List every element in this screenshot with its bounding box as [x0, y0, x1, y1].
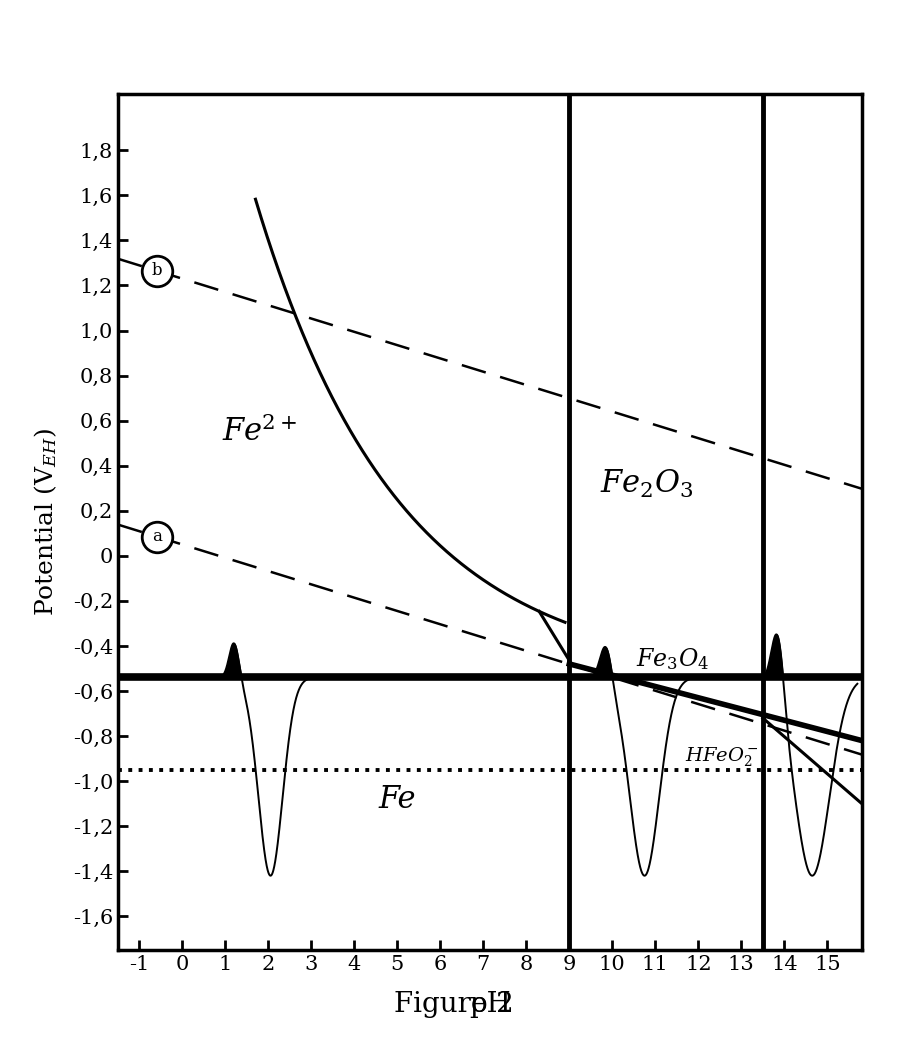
Text: Fe: Fe [378, 784, 416, 814]
Text: a: a [151, 528, 161, 545]
Text: Fe$^{2+}$: Fe$^{2+}$ [222, 416, 297, 448]
Text: Fe$_2$O$_3$: Fe$_2$O$_3$ [600, 468, 694, 500]
Text: Fe$_3$O$_4$: Fe$_3$O$_4$ [636, 646, 709, 672]
Text: b: b [151, 262, 162, 279]
Y-axis label: Potential (V$_{EH}$): Potential (V$_{EH}$) [32, 428, 59, 616]
Text: HFeO$_2^-$: HFeO$_2^-$ [686, 744, 758, 767]
Text: Figure 2: Figure 2 [394, 991, 513, 1018]
X-axis label: pH: pH [469, 991, 511, 1018]
